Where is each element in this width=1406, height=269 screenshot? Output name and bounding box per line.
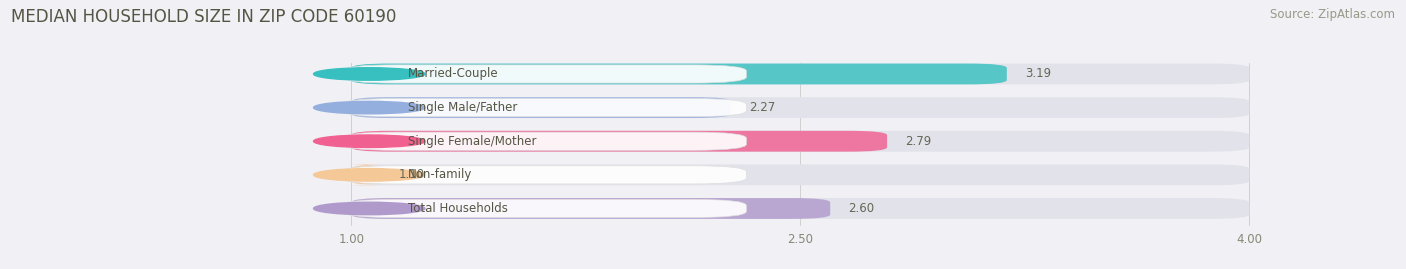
FancyBboxPatch shape	[352, 63, 1250, 84]
Circle shape	[314, 202, 425, 215]
FancyBboxPatch shape	[342, 166, 747, 184]
Text: Non-family: Non-family	[408, 168, 472, 181]
Text: Source: ZipAtlas.com: Source: ZipAtlas.com	[1270, 8, 1395, 21]
Circle shape	[314, 68, 425, 80]
FancyBboxPatch shape	[342, 199, 747, 218]
Circle shape	[314, 169, 425, 181]
Text: MEDIAN HOUSEHOLD SIZE IN ZIP CODE 60190: MEDIAN HOUSEHOLD SIZE IN ZIP CODE 60190	[11, 8, 396, 26]
Text: 1.10: 1.10	[399, 168, 425, 181]
FancyBboxPatch shape	[352, 97, 1250, 118]
Text: Total Households: Total Households	[408, 202, 508, 215]
Text: 3.19: 3.19	[1025, 68, 1050, 80]
Text: Married-Couple: Married-Couple	[408, 68, 499, 80]
Text: 2.60: 2.60	[848, 202, 875, 215]
Circle shape	[314, 101, 425, 114]
FancyBboxPatch shape	[342, 132, 747, 150]
Text: 2.79: 2.79	[905, 135, 931, 148]
FancyBboxPatch shape	[352, 63, 1007, 84]
Circle shape	[314, 135, 425, 147]
FancyBboxPatch shape	[342, 65, 747, 83]
FancyBboxPatch shape	[352, 198, 830, 219]
Text: Single Female/Mother: Single Female/Mother	[408, 135, 537, 148]
FancyBboxPatch shape	[352, 198, 1250, 219]
Text: Single Male/Father: Single Male/Father	[408, 101, 517, 114]
FancyBboxPatch shape	[352, 97, 731, 118]
Text: 2.27: 2.27	[749, 101, 776, 114]
FancyBboxPatch shape	[352, 164, 1250, 185]
FancyBboxPatch shape	[342, 164, 391, 185]
FancyBboxPatch shape	[342, 98, 747, 117]
FancyBboxPatch shape	[352, 131, 887, 152]
FancyBboxPatch shape	[352, 131, 1250, 152]
